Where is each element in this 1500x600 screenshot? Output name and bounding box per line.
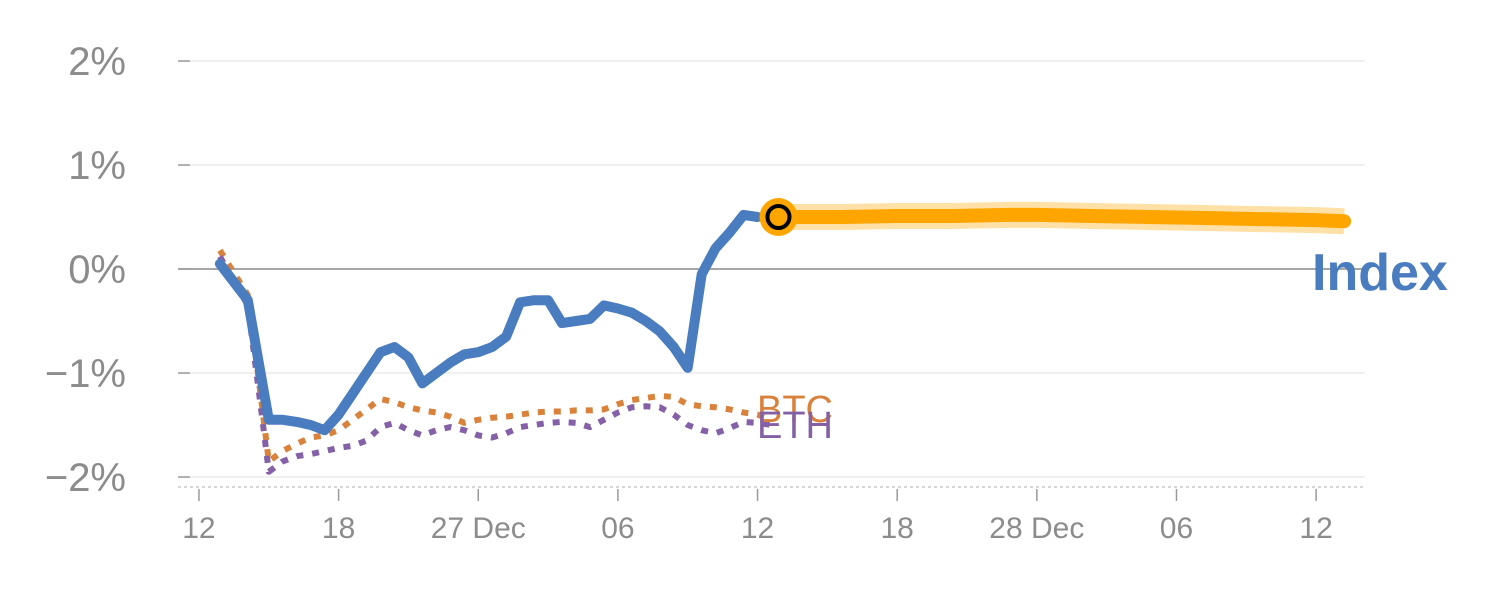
x-tick-label: 06 xyxy=(1160,512,1193,545)
current-point-marker xyxy=(765,204,792,230)
btc-series-label: BTC xyxy=(757,389,833,431)
y-ticks: 2% 1% 0% −1% −2% xyxy=(45,40,126,500)
y-tick-label: 0% xyxy=(68,248,126,292)
x-tick-label: 12 xyxy=(182,512,215,545)
x-axis: 12 18 27 Dec 06 12 18 28 Dec 06 12 xyxy=(178,486,1365,545)
series-lines xyxy=(214,198,1352,475)
y-tick-label: −1% xyxy=(45,352,126,396)
x-tick-label: 06 xyxy=(601,512,634,545)
forecast-line xyxy=(771,207,1352,229)
grid-lines xyxy=(178,60,1365,478)
y-tick-label: 2% xyxy=(68,40,126,84)
x-tick-label: 18 xyxy=(880,512,913,545)
index-line xyxy=(214,209,763,436)
x-tick-label: 18 xyxy=(322,512,355,545)
x-tick-label: 28 Dec xyxy=(989,512,1084,545)
x-tick-label: 12 xyxy=(1299,512,1332,545)
eth-line xyxy=(217,255,772,475)
y-tick-label: 1% xyxy=(68,144,126,188)
series-labels: BTC ETH Index xyxy=(757,244,1448,447)
x-tick-label: 12 xyxy=(741,512,774,545)
eth-series-label: ETH xyxy=(757,405,833,447)
x-tick-label: 27 Dec xyxy=(431,512,526,545)
index-series-label: Index xyxy=(1312,244,1448,302)
y-tick-label: −2% xyxy=(45,456,126,500)
btc-line xyxy=(217,248,773,465)
